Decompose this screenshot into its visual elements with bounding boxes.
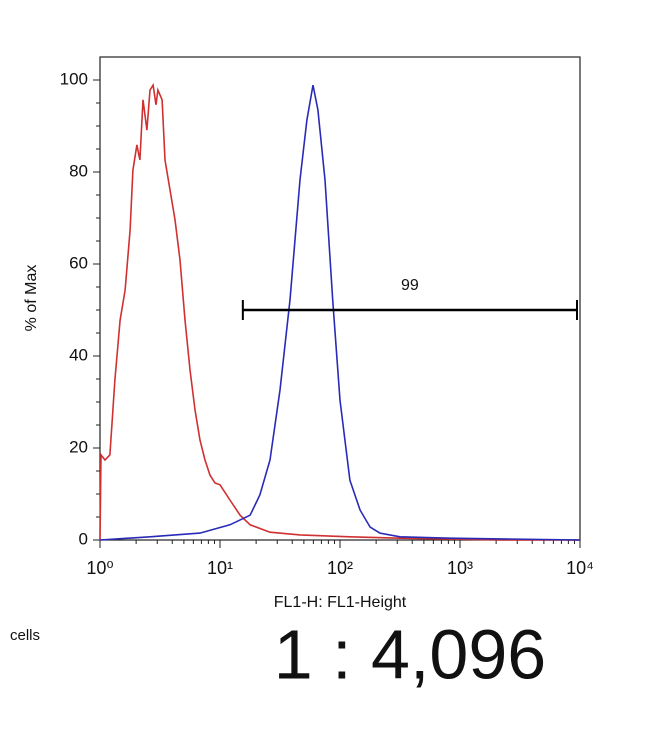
- y-tick-label: 0: [79, 529, 88, 548]
- dilution-label: 1 : 4,096: [274, 615, 546, 693]
- y-tick-label: 100: [60, 69, 88, 88]
- y-axis-label: % of Max: [23, 265, 40, 332]
- y-tick-label: 60: [69, 253, 88, 272]
- y-tick-label: 40: [69, 345, 88, 364]
- y-tick-label: 20: [69, 437, 88, 456]
- plot-frame: [99, 56, 581, 541]
- x-tick-label: 10⁴: [566, 558, 594, 578]
- y-tick-label: 80: [69, 161, 88, 180]
- gate-label: 99: [401, 277, 419, 294]
- histogram-line: [99, 82, 580, 541]
- histogram-line: [99, 84, 581, 541]
- x-tick-label: 10²: [327, 558, 353, 578]
- x-tick-label: 10³: [447, 558, 473, 578]
- x-tick-label: 10¹: [207, 558, 233, 578]
- x-tick-label: 10⁰: [86, 558, 113, 578]
- side-label: cells: [10, 627, 40, 644]
- x-axis-label: FL1-H: FL1-Height: [274, 594, 407, 611]
